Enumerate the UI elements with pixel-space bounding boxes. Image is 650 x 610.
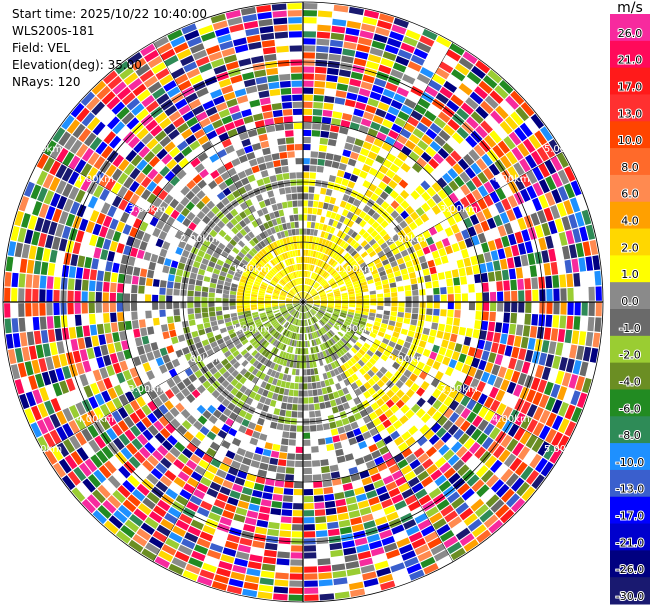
- colorbar-tick-label: 13.0: [618, 107, 643, 120]
- colorbar-tick-label: -4.0: [619, 375, 640, 388]
- colorbar-tick-label: 0.0: [621, 295, 639, 308]
- colorbar-swatch: [610, 67, 650, 95]
- ring-label: 5.00km: [544, 444, 582, 455]
- colorbar-swatch: [610, 362, 650, 390]
- ring-label: 4.00km: [492, 414, 530, 425]
- colorbar-tick-label: -17.0: [616, 510, 644, 523]
- ring-label: 2.00km: [388, 234, 426, 245]
- colorbar-tick-label: -21.0: [616, 536, 644, 549]
- azimuth-spoke: [152, 301, 304, 562]
- colorbar-tick-label: 1.0: [621, 268, 639, 281]
- ring-label: 3.00km: [440, 204, 478, 215]
- colorbar-swatch: [610, 14, 650, 42]
- ring-label: 5.00km: [24, 444, 62, 455]
- azimuth-spoke: [302, 301, 563, 453]
- colorbar-tick-label: 8.0: [621, 161, 639, 174]
- colorbar-tick-label: -6.0: [619, 402, 640, 415]
- ring-label: 2.00km: [388, 354, 426, 365]
- colorbar-swatch: [610, 94, 650, 122]
- ppi-gates: [4, 3, 602, 601]
- azimuth-spoke: [302, 151, 563, 303]
- ring-label: 1.00km: [232, 264, 270, 275]
- ring-label: 4.00km: [76, 174, 114, 185]
- colorbar-tick-label: 2.0: [621, 241, 639, 254]
- ring-label: 2.00km: [180, 234, 218, 245]
- colorbar-swatch: [610, 40, 650, 69]
- field-label: Field: VEL: [12, 41, 71, 55]
- colorbar-tick-label: -26.0: [616, 563, 644, 576]
- colorbar-tick-label: -2.0: [619, 349, 640, 362]
- colorbar-tick-label: 6.0: [621, 188, 639, 201]
- colorbar-swatch: [610, 416, 650, 444]
- colorbar-swatch: [610, 121, 650, 149]
- colorbar-swatch: [610, 443, 650, 471]
- ring-label: 4.00km: [492, 174, 530, 185]
- colorbar-swatch: [610, 496, 650, 525]
- elevation-label: Elevation(deg): 35.00: [12, 58, 142, 72]
- colorbar-tick-label: 4.0: [621, 215, 639, 228]
- colorbar: 26.0 21.0 17.0 13.0 10.0 8.0 6.0 4.0 2.0 1.0 0.0 -1…: [610, 14, 650, 605]
- ppi-plot: 1.00km 1.00km 1.00km 1.00km 2.00km 2.00km 2.00…: [2, 1, 604, 603]
- ring-label: 3.00km: [440, 384, 478, 395]
- ring-label: 3.00km: [128, 204, 166, 215]
- colorbar-swatch: [610, 201, 650, 230]
- ring-label: 4.00km: [76, 414, 114, 425]
- colorbar-tick-label: 21.0: [618, 54, 643, 67]
- colorbar-tick-label: -8.0: [619, 429, 640, 442]
- ring-label: 1.00km: [232, 324, 270, 335]
- ring-label: 1.00km: [336, 264, 374, 275]
- colorbar-swatch: [610, 255, 650, 283]
- colorbar-tick-label: -30.0: [616, 590, 644, 603]
- colorbar-tick-label: -13.0: [616, 483, 644, 496]
- colorbar-swatch: [610, 148, 650, 176]
- azimuth-spoke: [152, 42, 304, 303]
- colorbar-unit: m/s: [617, 0, 643, 16]
- colorbar-tick-label: 17.0: [618, 80, 643, 93]
- start-time-label: Start time: 2025/10/22 10:40:00: [12, 7, 207, 21]
- colorbar-swatch: [610, 282, 650, 310]
- colorbar-tick-label: -1.0: [619, 322, 640, 335]
- colorbar-tick-label: 10.0: [618, 134, 643, 147]
- range-rings: [2, 1, 604, 603]
- colorbar-swatch: [610, 469, 650, 498]
- ring-label: 1.00km: [336, 324, 374, 335]
- ring-label: 3.00km: [128, 384, 166, 395]
- colorbar-swatch: [610, 309, 650, 337]
- colorbar-tick-label: -10.0: [616, 456, 644, 469]
- ring-label: 5.00km: [544, 144, 582, 155]
- ring-label: 5.00km: [24, 144, 62, 155]
- colorbar-swatch: [610, 335, 650, 364]
- colorbar-swatch: [610, 523, 650, 551]
- colorbar-swatch: [610, 228, 650, 256]
- nrays-label: NRays: 120: [12, 75, 81, 89]
- azimuth-spoke: [302, 301, 454, 562]
- colorbar-swatch: [610, 550, 650, 578]
- colorbar-tick-label: 26.0: [618, 27, 643, 40]
- station-label: WLS200s-181: [12, 24, 95, 38]
- colorbar-swatch: [610, 389, 650, 417]
- colorbar-swatch: [610, 577, 650, 605]
- azimuth-spoke: [302, 42, 454, 303]
- ring-label: 2.00km: [180, 354, 218, 365]
- azimuth-spoke: [43, 151, 304, 303]
- info-panel: Start time: 2025/10/22 10:40:00 WLS200s-…: [12, 6, 207, 91]
- azimuth-spoke: [43, 301, 304, 453]
- colorbar-swatch: [610, 174, 650, 203]
